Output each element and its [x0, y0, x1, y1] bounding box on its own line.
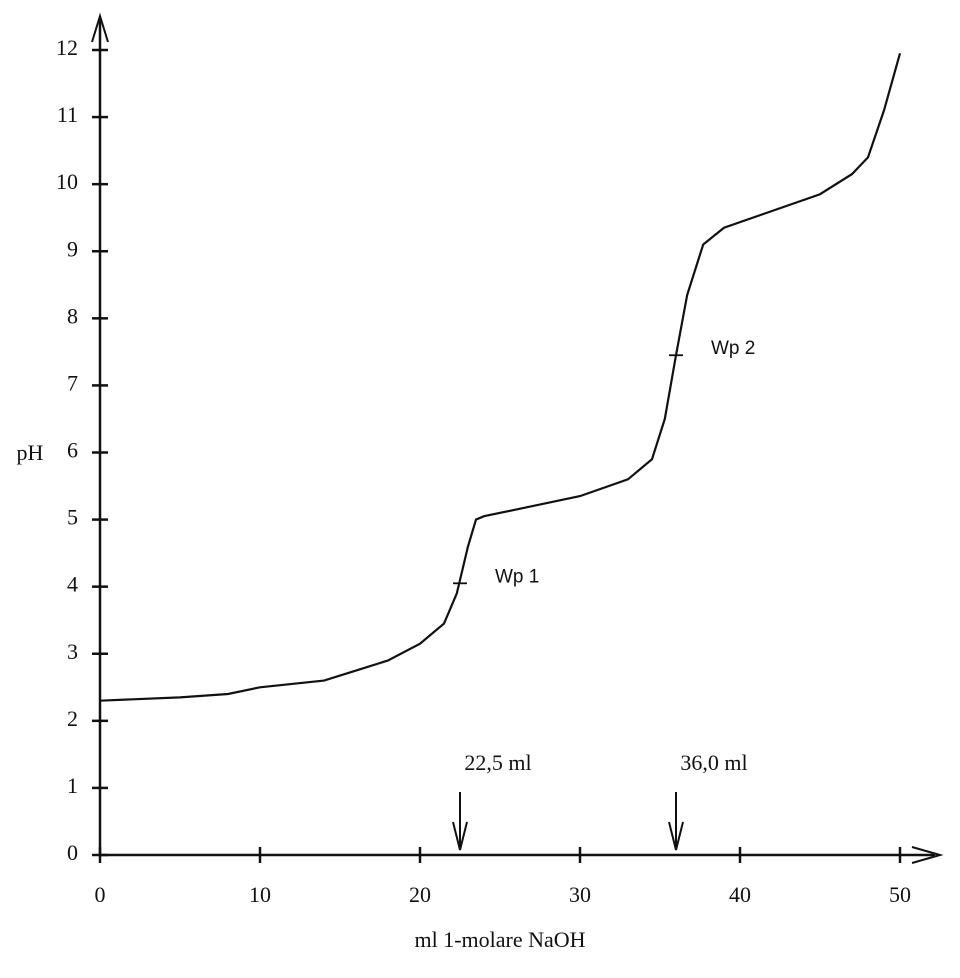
y-tick-label: 8 — [67, 303, 78, 328]
equivalence-arrowhead — [668, 821, 684, 851]
y-tick-label: 4 — [67, 572, 78, 597]
x-axis-label: ml 1-molare NaOH — [414, 927, 585, 952]
x-tick-label: 30 — [569, 882, 591, 907]
titration-curve — [99, 53, 902, 702]
y-axis-arrow — [91, 12, 109, 43]
y-tick-label: 3 — [67, 639, 78, 664]
x-tick-label: 0 — [95, 882, 106, 907]
y-tick-label: 7 — [67, 370, 78, 395]
y-tick-label: 9 — [67, 236, 78, 261]
y-tick-label: 12 — [56, 35, 78, 60]
y-tick-label: 1 — [67, 773, 78, 798]
y-tick-label: 2 — [67, 706, 78, 731]
y-tick-label: 10 — [56, 169, 78, 194]
x-tick-label: 50 — [889, 882, 911, 907]
x-axis-arrow — [911, 846, 944, 864]
equivalence-arrowhead — [452, 821, 468, 851]
inflection-label: Wp 1 — [495, 566, 539, 587]
x-tick-label: 20 — [409, 882, 431, 907]
y-tick-label: 0 — [67, 840, 78, 865]
y-tick-label: 11 — [57, 102, 78, 127]
equivalence-label: 22,5 ml — [464, 750, 531, 775]
x-tick-label: 10 — [249, 882, 271, 907]
y-tick-label: 6 — [67, 438, 78, 463]
y-axis-label: pH — [17, 440, 44, 465]
y-tick-label: 5 — [67, 505, 78, 530]
x-tick-label: 40 — [729, 882, 751, 907]
inflection-label: Wp 2 — [711, 338, 755, 359]
equivalence-label: 36,0 ml — [680, 750, 747, 775]
